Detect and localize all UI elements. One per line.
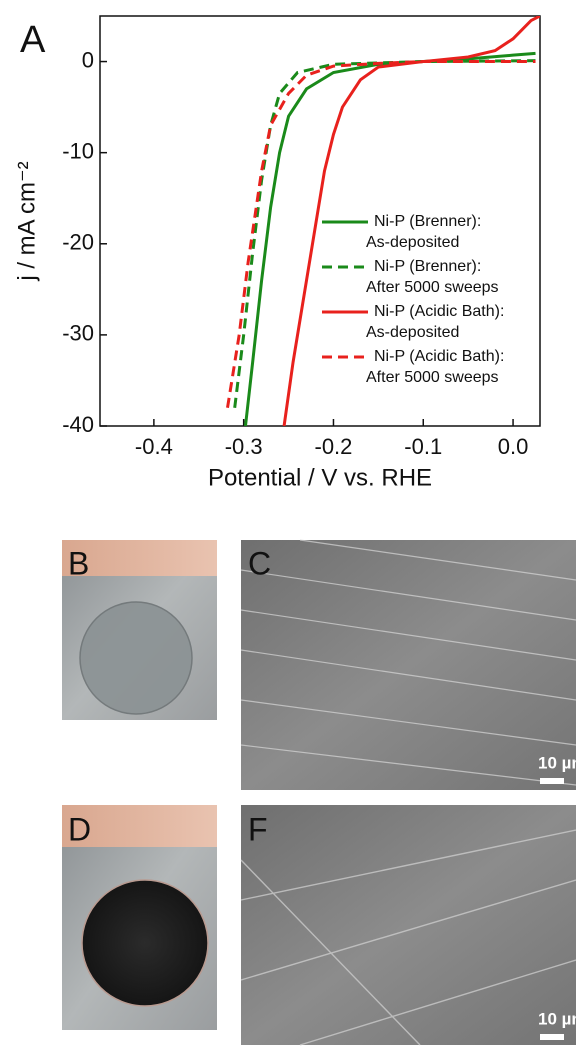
sem-f <box>240 805 576 1046</box>
y-tick-label: -40 <box>62 412 94 437</box>
scale-bar-label: 10 µm <box>538 1009 576 1028</box>
x-tick-label: -0.1 <box>404 434 442 459</box>
x-tick-label: -0.4 <box>135 434 173 459</box>
y-tick-label: -20 <box>62 230 94 255</box>
x-tick-label: -0.2 <box>315 434 353 459</box>
panel-label: A <box>20 19 46 61</box>
legend-label: Ni-P (Acidic Bath): After 5000 sweeps <box>366 348 504 386</box>
panel-label: D <box>68 811 91 847</box>
line <box>243 51 536 426</box>
scale-bar-label: 10 µm <box>538 753 576 772</box>
photo-b <box>62 540 217 720</box>
panel-label: B <box>68 545 89 581</box>
line <box>233 59 536 408</box>
x-tick-label: 0.0 <box>498 434 529 459</box>
y-tick-label: 0 <box>82 47 94 72</box>
y-tick-label: -30 <box>62 321 94 346</box>
x-tick-label: -0.3 <box>225 434 263 459</box>
line <box>282 16 540 426</box>
panel-label: C <box>248 545 271 581</box>
legend-label: Ni-P (Brenner): After 5000 sweeps <box>366 258 499 296</box>
sem-c <box>240 539 576 790</box>
y-tick-label: -10 <box>62 138 94 163</box>
line <box>226 60 536 409</box>
x-axis-label: Potential / V vs. RHE <box>208 464 432 491</box>
legend-label: Ni-P (Brenner): As-deposited <box>366 213 481 251</box>
panel-label: F <box>248 811 268 847</box>
photo-d <box>62 805 217 1030</box>
legend-label: Ni-P (Acidic Bath): As-deposited <box>366 303 504 341</box>
plot-frame <box>99 15 541 427</box>
y-axis-label: j / mA cm⁻² <box>13 161 40 281</box>
